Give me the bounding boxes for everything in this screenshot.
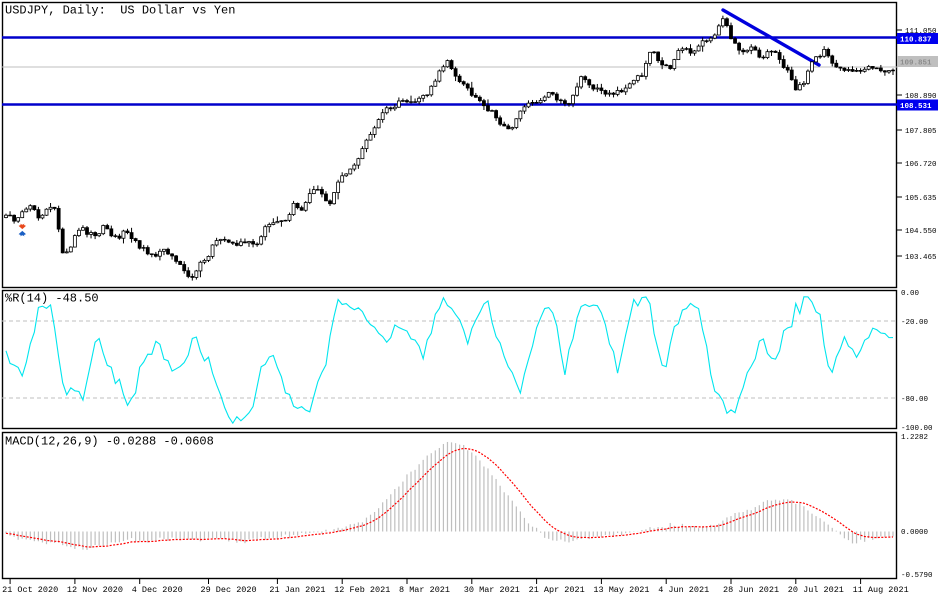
svg-text:21 Oct 2020: 21 Oct 2020 bbox=[2, 585, 58, 595]
svg-text:8 Mar 2021: 8 Mar 2021 bbox=[399, 585, 450, 595]
svg-text:21 Apr 2021: 21 Apr 2021 bbox=[529, 585, 585, 595]
svg-text:12 Feb 2021: 12 Feb 2021 bbox=[334, 585, 390, 595]
svg-text:11 Aug 2021: 11 Aug 2021 bbox=[853, 585, 909, 595]
svg-text:4 Dec 2020: 4 Dec 2020 bbox=[132, 585, 183, 595]
svg-text:%R(14) -48.50: %R(14) -48.50 bbox=[5, 292, 99, 306]
svg-text:109.851: 109.851 bbox=[900, 60, 932, 68]
svg-text:USDJPY, Daily: US Dollar vs Y: USDJPY, Daily: US Dollar vs Yen bbox=[5, 4, 235, 18]
svg-text:28 Jun 2021: 28 Jun 2021 bbox=[723, 585, 779, 595]
svg-text:105.635: 105.635 bbox=[905, 195, 937, 203]
svg-text:0.00: 0.00 bbox=[901, 290, 920, 298]
svg-text:107.805: 107.805 bbox=[905, 128, 937, 136]
svg-text:1.2282: 1.2282 bbox=[901, 434, 928, 442]
svg-text:20 Jul 2021: 20 Jul 2021 bbox=[788, 585, 844, 595]
svg-text:-100.00: -100.00 bbox=[901, 425, 933, 433]
svg-text:30 Mar 2021: 30 Mar 2021 bbox=[464, 585, 520, 595]
svg-text:104.550: 104.550 bbox=[905, 228, 937, 236]
svg-text:-20.00: -20.00 bbox=[901, 319, 929, 327]
svg-text:4 Jun 2021: 4 Jun 2021 bbox=[658, 585, 709, 595]
svg-text:29 Dec 2020: 29 Dec 2020 bbox=[201, 585, 257, 595]
svg-text:21 Jan 2021: 21 Jan 2021 bbox=[269, 585, 325, 595]
svg-text:-0.5790: -0.5790 bbox=[901, 572, 933, 580]
svg-text:106.720: 106.720 bbox=[905, 161, 937, 169]
svg-text:12 Nov 2020: 12 Nov 2020 bbox=[67, 585, 123, 595]
svg-text:MACD(12,26,9) -0.0288 -0.0608: MACD(12,26,9) -0.0288 -0.0608 bbox=[5, 435, 214, 449]
svg-text:13 May 2021: 13 May 2021 bbox=[593, 585, 649, 595]
svg-text:108.531: 108.531 bbox=[900, 103, 932, 111]
svg-text:-80.00: -80.00 bbox=[901, 396, 929, 404]
svg-text:103.465: 103.465 bbox=[905, 254, 937, 262]
svg-text:0.0000: 0.0000 bbox=[901, 529, 929, 537]
svg-text:110.837: 110.837 bbox=[900, 37, 932, 45]
